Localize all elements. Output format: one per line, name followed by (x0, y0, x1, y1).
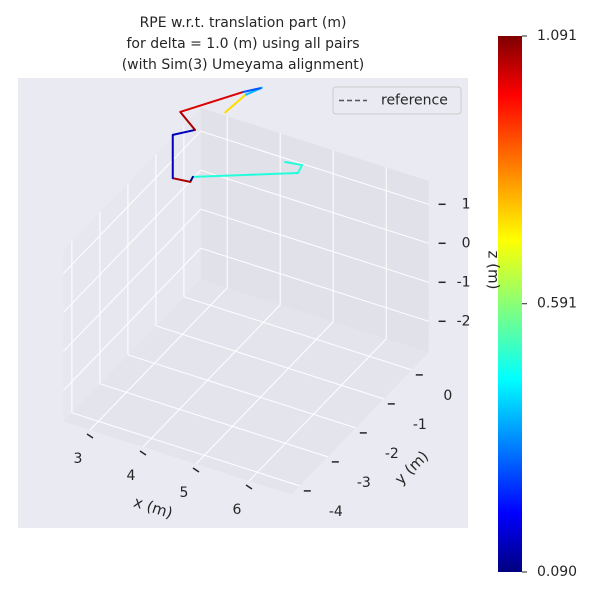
trajectory-point (243, 94, 246, 97)
colorbar (498, 36, 522, 572)
z-tick-label: -1 (457, 274, 471, 290)
x-tick (86, 433, 94, 439)
trajectory-point (189, 180, 192, 183)
legend-box (332, 86, 462, 115)
x-tick (192, 467, 200, 473)
grid-line (63, 169, 202, 313)
grid-line (63, 208, 202, 352)
trajectory-point (296, 172, 299, 175)
trajectory-segment (179, 111, 196, 131)
x-tick-label: 5 (180, 485, 189, 501)
z-axis-label: z (m) (485, 251, 503, 290)
x-tick-label: 3 (74, 451, 83, 467)
grid-line (127, 354, 356, 429)
grid-line (200, 130, 429, 205)
trajectory-segment (284, 160, 303, 167)
grid-line (200, 169, 429, 244)
chart-title: RPE w.r.t. translation part (m) (140, 15, 347, 31)
legend-label: reference (381, 93, 448, 109)
grid-line (183, 296, 412, 371)
grid-line (155, 325, 384, 400)
grid-line (200, 247, 429, 322)
z-tick-label: -2 (457, 313, 471, 329)
colorbar-tick-label: 0.090 (537, 564, 577, 580)
trajectory-segment (192, 172, 298, 178)
trajectory-point (191, 175, 194, 178)
colorbar-tick-label: 0.591 (537, 296, 577, 312)
grid-line (200, 208, 429, 283)
trajectory-segment (243, 86, 263, 93)
trajectory-point (242, 90, 245, 93)
trajectory-segment (179, 91, 244, 113)
trajectory-segment (172, 128, 196, 136)
colorbar-tick-label: 1.091 (537, 28, 577, 44)
chart-title: for delta = 1.0 (m) using all pairs (127, 36, 360, 52)
y-tick-label: 0 (443, 388, 452, 404)
y-tick-label: -1 (413, 417, 427, 433)
grid-line (63, 247, 202, 391)
x-tick-label: 6 (233, 502, 242, 518)
y-tick-label: -4 (329, 504, 343, 520)
grid-line (195, 321, 334, 465)
trajectory-point (171, 133, 174, 136)
trajectory-point (179, 110, 182, 113)
trajectory-segment (172, 177, 191, 183)
trajectory-point (284, 160, 287, 163)
pane-floor (63, 279, 429, 495)
x-tick (139, 450, 147, 456)
pane-back (200, 107, 429, 353)
grid-line (99, 383, 328, 458)
y-tick-label: -2 (385, 446, 399, 462)
grid-line (71, 412, 300, 487)
trajectory-point (260, 86, 263, 89)
chart-title: (with Sim(3) Umeyama alignment) (122, 57, 365, 73)
grid-line (142, 304, 281, 448)
y-tick-label: -3 (357, 475, 371, 491)
trajectory-point (224, 111, 227, 114)
pane-left (63, 107, 201, 422)
trajectory-point (171, 177, 174, 180)
z-tick-label: 0 (462, 235, 471, 251)
grid-line (248, 338, 387, 482)
trajectory-point (194, 128, 197, 131)
x-tick (245, 484, 253, 490)
x-tick-label: 4 (127, 468, 136, 484)
trajectory-segment (224, 94, 246, 114)
trajectory-segment (296, 164, 303, 174)
grid-line (63, 130, 202, 274)
z-tick-label: 1 (462, 196, 471, 212)
trajectory-point (301, 164, 304, 167)
grid-line (89, 287, 228, 431)
